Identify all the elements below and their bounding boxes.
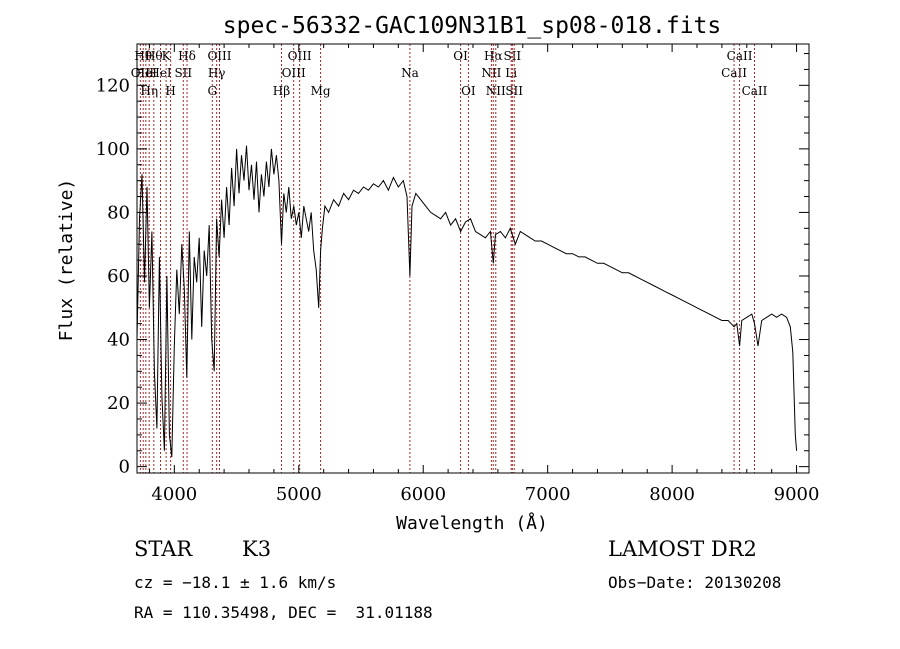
y-tick-label: 0 — [119, 457, 130, 478]
line-marker-label: Hθ — [134, 49, 152, 63]
x-tick-label: 9000 — [774, 484, 820, 505]
line-marker-label: OIII — [288, 49, 312, 63]
line-marker-label: Li — [505, 66, 517, 80]
line-marker-label: SII — [503, 49, 521, 63]
line-marker-label: Hθ — [145, 49, 163, 63]
x-tick-label: 7000 — [525, 484, 571, 505]
line-marker-label: Hη — [140, 84, 158, 98]
line-marker-label: Hα — [484, 49, 503, 63]
spectrum-line — [136, 145, 798, 458]
line-marker-label: CaII — [721, 66, 747, 80]
coordinates-readout: RA = 110.35498, DEC = 31.01188 — [134, 603, 433, 622]
line-marker-label: Hδ — [178, 49, 196, 63]
line-marker-label: CaII — [742, 84, 768, 98]
y-tick-label: 100 — [96, 139, 130, 160]
line-marker-label: OI — [453, 49, 468, 63]
line-marker-label: OIII — [282, 66, 306, 80]
line-marker-label: G — [207, 84, 217, 98]
y-tick-label: 120 — [96, 75, 130, 96]
line-marker-label: K — [162, 49, 172, 63]
line-marker-label: SII — [174, 66, 192, 80]
y-tick-label: 80 — [107, 202, 130, 223]
x-tick-label: 8000 — [649, 484, 695, 505]
x-tick-label: 4000 — [151, 484, 197, 505]
line-marker-label: Na — [401, 66, 419, 80]
observation-date: Obs−Date: 20130208 — [608, 573, 782, 592]
line-marker-label: Mg — [311, 84, 331, 98]
line-marker-label: OIII — [207, 49, 231, 63]
line-marker-label: CaII — [727, 49, 753, 63]
y-tick-label: 20 — [107, 393, 130, 414]
redshift-readout: cz = −18.1 ± 1.6 km/s — [134, 573, 337, 592]
object-subclass-label: K3 — [242, 537, 272, 561]
survey-label: LAMOST DR2 — [608, 537, 757, 561]
line-marker-label: OI — [461, 84, 476, 98]
line-marker-label: H — [165, 84, 175, 98]
x-tick-label: 5000 — [276, 484, 322, 505]
line-marker-label: Hγ — [208, 66, 226, 80]
plot-frame — [136, 43, 810, 474]
x-tick-label: 6000 — [400, 484, 446, 505]
plot-area: OIIHθHeIHηHθHeIKHSIIHδGHγOIIIHβOIIIOIIIM… — [96, 43, 820, 505]
y-tick-label: 40 — [107, 330, 130, 351]
line-marker-label: SII — [505, 84, 523, 98]
x-axis-label: Wavelength (Å) — [396, 512, 548, 534]
line-marker-label: HeI — [149, 66, 172, 80]
chart-title: spec-56332-GAC109N31B1_sp08-018.fits — [223, 13, 722, 39]
line-marker-label: NII — [486, 84, 506, 98]
line-marker-label: NII — [481, 66, 501, 80]
y-tick-label: 60 — [107, 266, 130, 287]
y-axis-label: Flux (relative) — [56, 179, 77, 342]
line-marker-label: Hβ — [273, 84, 290, 98]
object-class-label: STAR — [134, 537, 193, 561]
